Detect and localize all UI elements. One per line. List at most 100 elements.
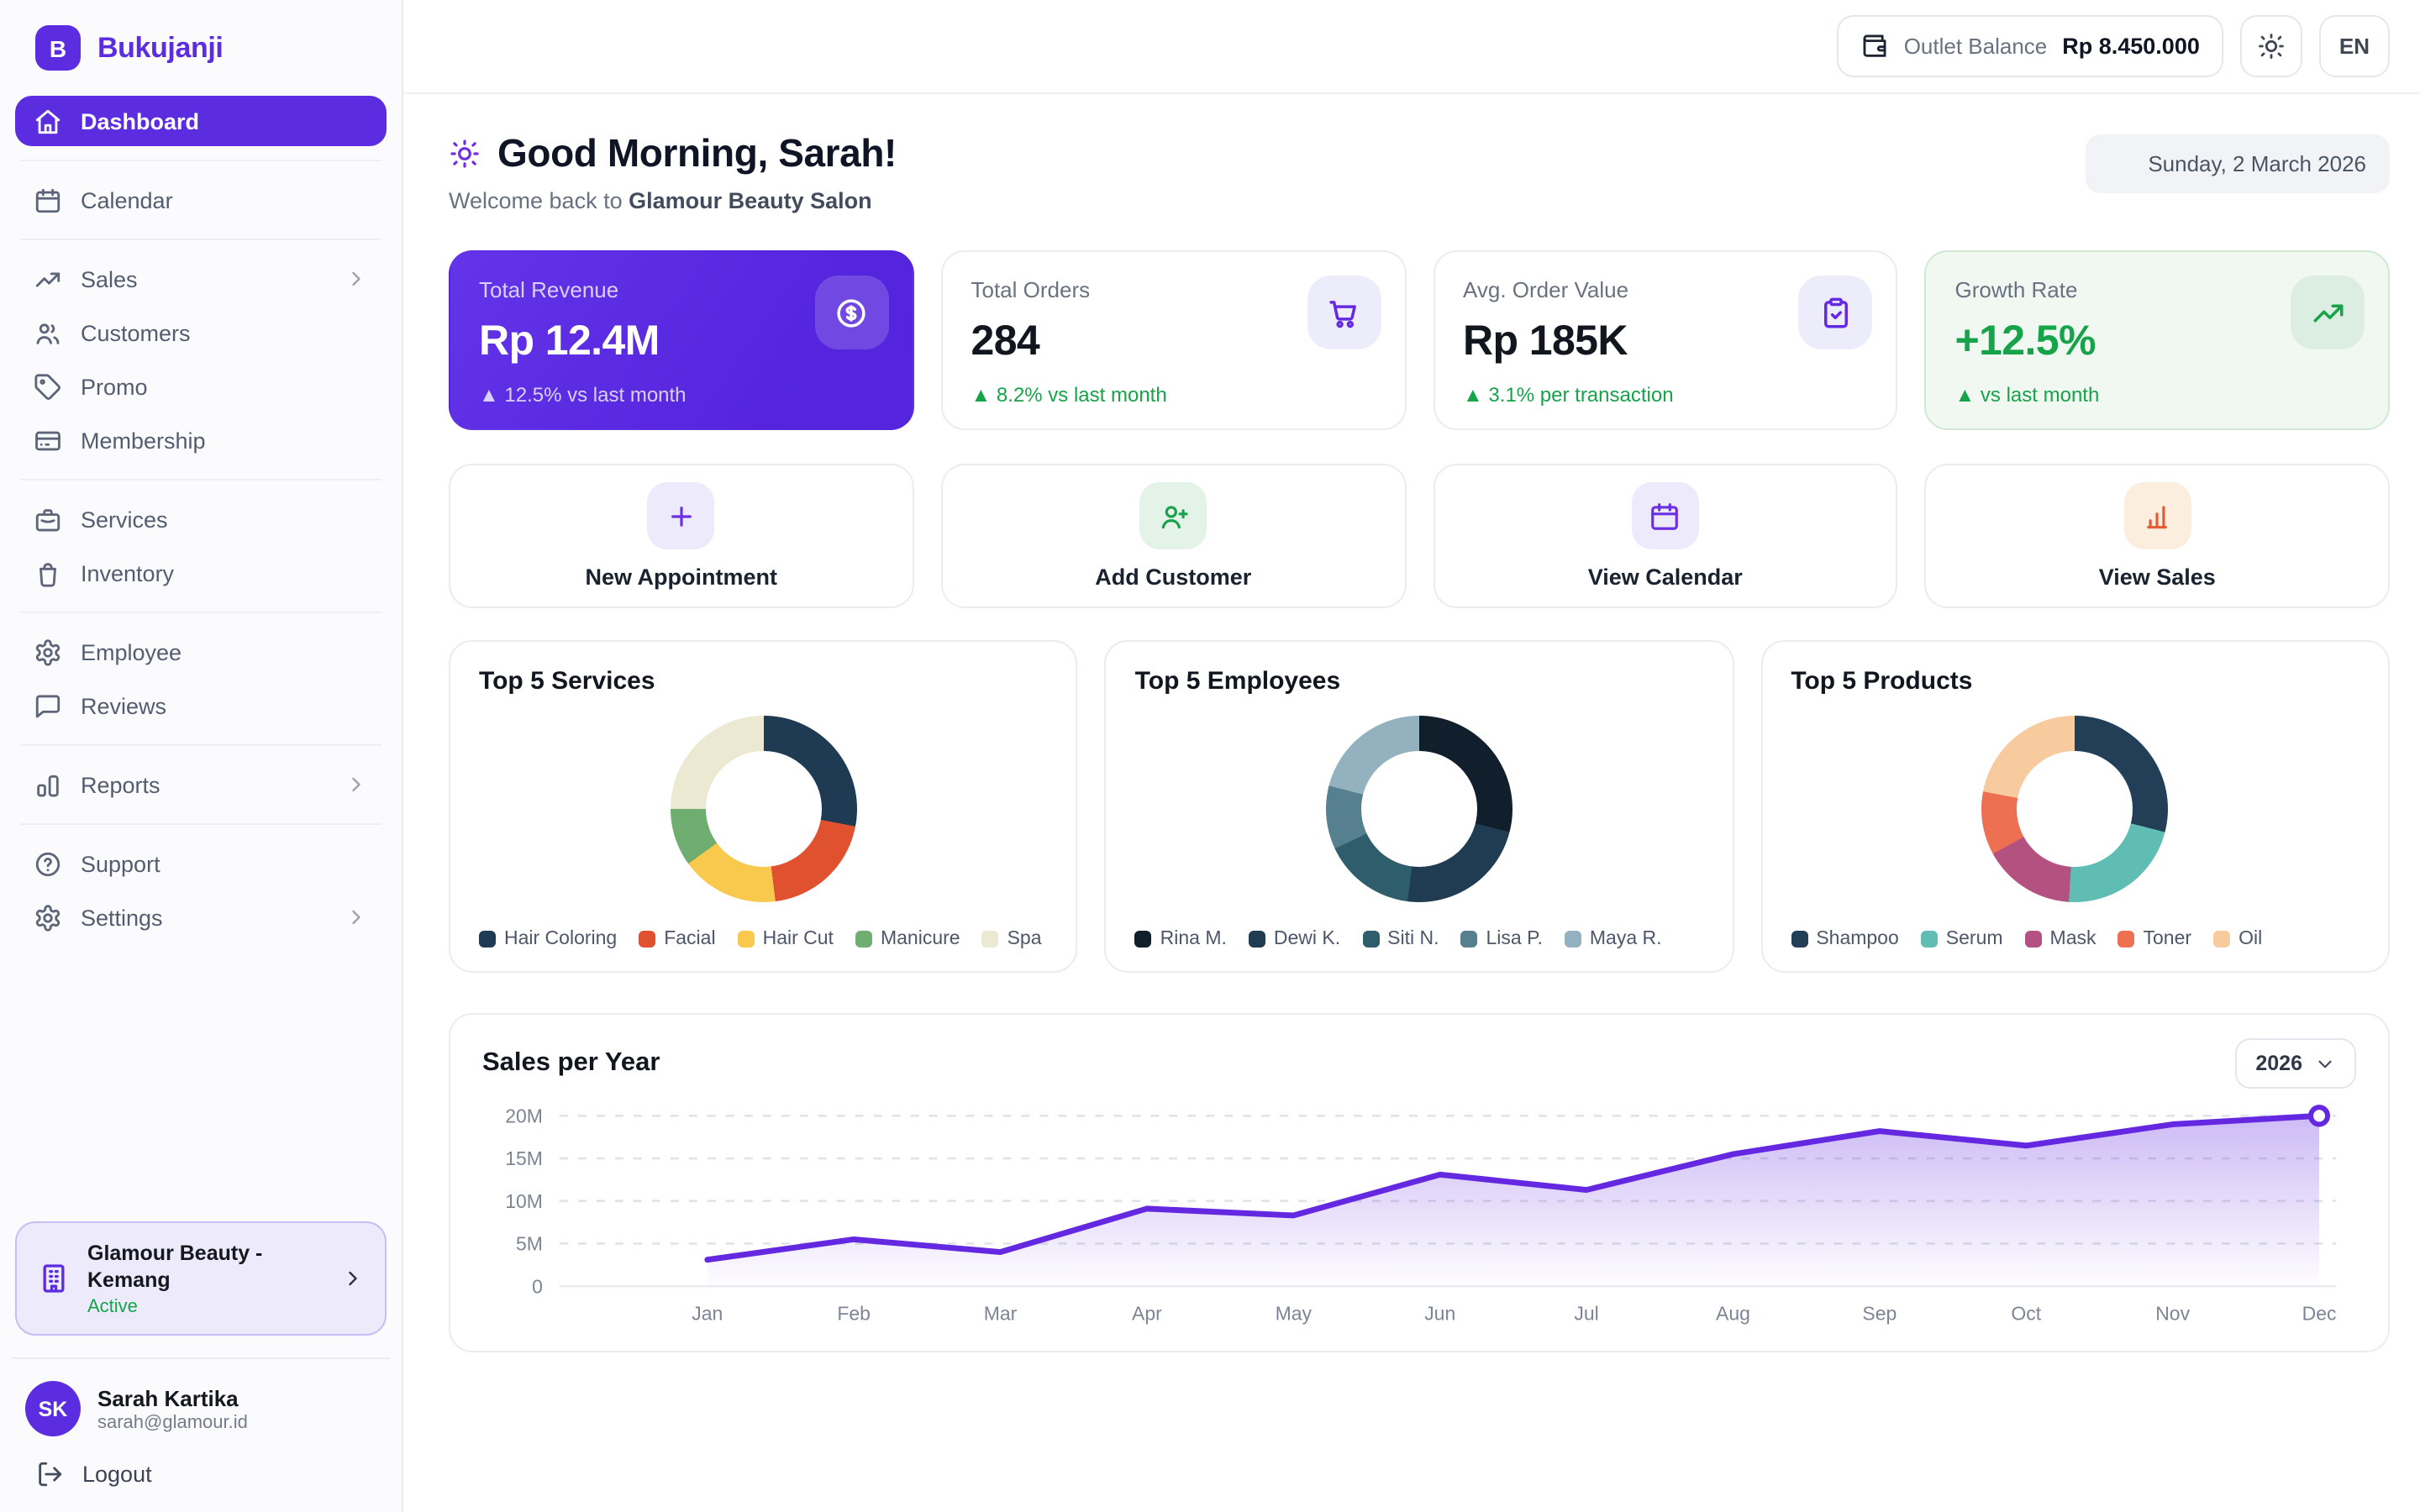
legend-label: Mask (2049, 929, 2096, 949)
legend-item: Dewi K. (1248, 929, 1340, 949)
sidebar-item-reports[interactable]: Reports (15, 759, 387, 810)
quick-action-new-appointment[interactable]: New Appointment (449, 464, 914, 608)
stat-card-total-orders: Total Orders 284 ▲ 8.2% vs last month (940, 250, 1406, 430)
calendar-icon (34, 186, 62, 214)
logout-icon (35, 1460, 64, 1488)
theme-toggle-button[interactable] (2239, 15, 2302, 77)
report-bars-icon (34, 770, 62, 799)
legend-label: Oil (2238, 929, 2263, 949)
quick-action-label: New Appointment (585, 564, 778, 590)
sidebar-item-calendar[interactable]: Calendar (15, 175, 387, 225)
logout-button[interactable]: Logout (15, 1440, 387, 1492)
sidebar-item-label: Calendar (81, 187, 173, 213)
stat-card-avg-order-value: Avg. Order Value Rp 185K ▲ 3.1% per transa… (1433, 250, 1898, 430)
x-axis-tick: Oct (2011, 1303, 2041, 1325)
legend-label: Spa (1007, 929, 1042, 949)
quick-actions: New Appointment Add Customer View Calendar… (449, 464, 2390, 608)
sidebar-item-label: Reviews (81, 693, 167, 718)
cart-icon (1326, 295, 1361, 330)
sales-per-year-card: Sales per Year 2026 0 5M 10M 15M 20M Jan Feb Ma… (449, 1013, 2390, 1352)
x-axis-tick: Jun (1424, 1303, 1455, 1325)
page-title: Good Morning, Sarah! (449, 131, 897, 176)
tag-icon (34, 372, 62, 401)
sidebar-item-employee[interactable]: Employee (15, 627, 387, 677)
legend-item: Mask (2024, 929, 2096, 949)
legend-label: Lisa P. (1486, 929, 1543, 949)
building-icon (37, 1262, 71, 1295)
donut-charts: Top 5 Services Hair Coloring Facial Hair Cu… (449, 640, 2390, 973)
legend-item: Manicure (855, 929, 960, 949)
sidebar-item-services[interactable]: Services (15, 494, 387, 544)
x-axis-tick: Jan (692, 1303, 723, 1325)
nav-group-divider (20, 612, 381, 613)
nav-group-divider (20, 479, 381, 480)
legend-swatch (2118, 931, 2135, 948)
outlet-switcher[interactable]: Glamour Beauty - Kemang Active (15, 1221, 387, 1336)
language-button[interactable]: EN (2318, 15, 2390, 77)
gear-icon (34, 638, 62, 666)
sidebar-item-support[interactable]: Support (15, 838, 387, 889)
stat-delta: ▲ 3.1% per transaction (1463, 383, 1674, 407)
chevron-right-icon (345, 267, 368, 291)
sidebar-item-label: Employee (81, 639, 182, 664)
stat-cards: Total Revenue Rp 12.4M ▲ 12.5% vs last mon… (449, 250, 2390, 430)
sidebar-item-inventory[interactable]: Inventory (15, 548, 387, 598)
stat-delta: ▲ 12.5% vs last month (479, 383, 687, 407)
dollar-circle-icon (834, 295, 870, 330)
legend-swatch (479, 931, 496, 948)
chart-title: Top 5 Employees (1134, 667, 1341, 696)
sidebar-item-label: Settings (81, 905, 163, 930)
message-icon (34, 691, 62, 720)
stat-value: Rp 12.4M (479, 318, 660, 365)
legend-swatch (1791, 931, 1808, 948)
quick-action-add-customer[interactable]: Add Customer (940, 464, 1406, 608)
stat-card-total-revenue: Total Revenue Rp 12.4M ▲ 12.5% vs last mon… (449, 250, 914, 430)
bag-icon (34, 559, 62, 587)
outlet-balance-pill[interactable]: Outlet Balance Rp 8.450.000 (1836, 15, 2223, 77)
y-axis-tick: 10M (505, 1190, 543, 1212)
chevron-down-icon (2314, 1053, 2336, 1074)
sidebar-item-dashboard[interactable]: Dashboard (15, 96, 387, 146)
legend-swatch (981, 931, 999, 948)
chart-title: Top 5 Services (479, 667, 655, 696)
legend-item: Serum (1920, 929, 2003, 949)
donut-card-top-5-products: Top 5 Products Shampoo Serum Mask Toner Oil (1760, 640, 2390, 973)
legend-swatch (1564, 931, 1581, 948)
trending-icon (34, 265, 62, 293)
wallet-icon (1860, 32, 1889, 60)
year-dropdown[interactable]: 2026 (2235, 1038, 2356, 1089)
stat-value: Rp 185K (1463, 318, 1628, 365)
sidebar-item-sales[interactable]: Sales (15, 254, 387, 304)
gear-icon (34, 903, 62, 932)
main-area: Outlet Balance Rp 8.450.000 EN Good Morn… (403, 0, 2420, 1512)
stat-value: 284 (971, 318, 1040, 365)
users-icon (34, 318, 62, 347)
quick-action-view-sales[interactable]: View Sales (1924, 464, 2390, 608)
brand: B Bukujanji (15, 22, 387, 92)
user-name: Sarah Kartika (97, 1385, 239, 1410)
quick-action-label: Add Customer (1095, 564, 1252, 590)
avatar: SK (25, 1381, 81, 1436)
sidebar-item-reviews[interactable]: Reviews (15, 680, 387, 731)
quick-action-view-calendar[interactable]: View Calendar (1433, 464, 1898, 608)
sidebar-item-customers[interactable]: Customers (15, 307, 387, 358)
calendar-icon (2109, 151, 2134, 176)
quick-action-label: View Calendar (1587, 564, 1743, 590)
legend-swatch (1248, 931, 1265, 948)
plus-icon (666, 500, 697, 532)
stat-label: Avg. Order Value (1463, 277, 1629, 302)
sidebar-item-label: Services (81, 507, 168, 532)
sidebar-item-label: Support (81, 851, 160, 876)
chart-legend: Rina M. Dewi K. Siti N. Lisa P. Maya R. (1134, 929, 1719, 949)
legend-item: Maya R. (1564, 929, 1662, 949)
help-icon (34, 849, 62, 878)
sidebar-item-promo[interactable]: Promo (15, 361, 387, 412)
topbar: Outlet Balance Rp 8.450.000 EN (403, 0, 2420, 94)
sun-icon (449, 138, 481, 170)
legend-swatch (1362, 931, 1380, 948)
y-axis-tick: 20M (505, 1105, 543, 1126)
legend-swatch (1920, 931, 1938, 948)
sidebar-item-membership[interactable]: Membership (15, 415, 387, 465)
sidebar-item-settings[interactable]: Settings (15, 892, 387, 942)
outlet-balance-label: Outlet Balance (1903, 34, 2048, 59)
